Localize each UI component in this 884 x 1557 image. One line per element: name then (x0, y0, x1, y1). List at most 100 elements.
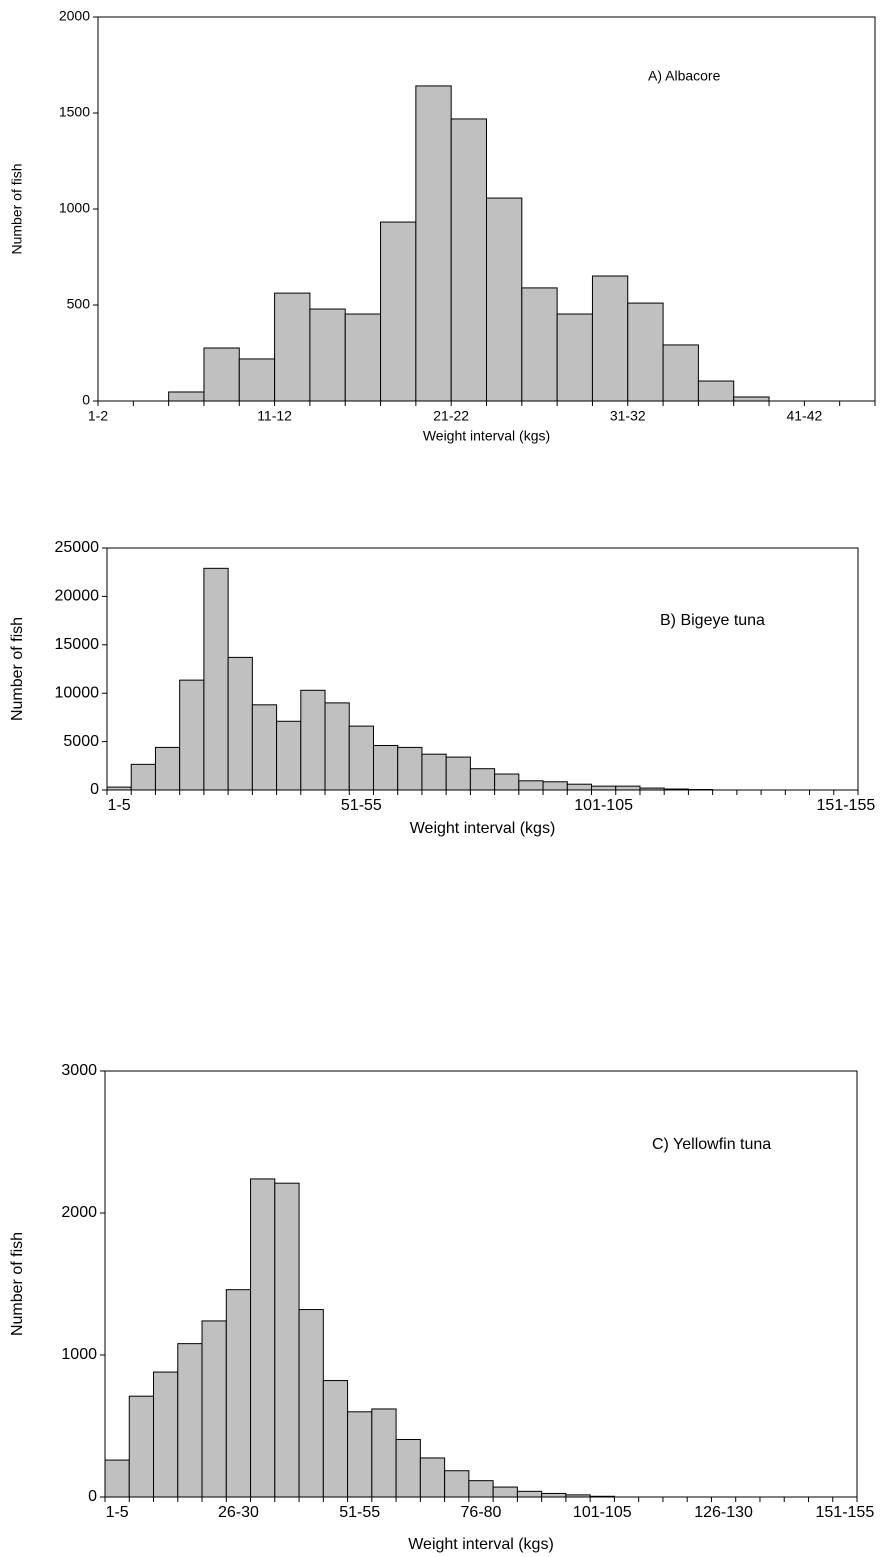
bar (662, 344, 699, 402)
bar (225, 1289, 252, 1498)
y-tick-label: 1000 (61, 1346, 97, 1363)
bar (309, 308, 346, 402)
bar (276, 720, 302, 791)
y-tick-label: 10000 (55, 684, 100, 701)
bar (415, 85, 452, 402)
y-tick-label: 2000 (59, 8, 90, 24)
bar (380, 221, 417, 402)
plot-frame (106, 547, 859, 791)
bar (298, 1309, 324, 1498)
bar (250, 1178, 276, 1498)
bar (445, 756, 471, 791)
bar (556, 313, 593, 402)
y-tick-label: 2000 (61, 1204, 97, 1221)
bar (615, 785, 641, 791)
bar (397, 746, 423, 791)
bar (300, 689, 326, 791)
bar (177, 1343, 203, 1498)
bar (492, 1486, 518, 1498)
annotation: C) Yellowfin tuna (652, 1136, 771, 1153)
bar (541, 1492, 567, 1498)
bar (627, 302, 664, 402)
bar (179, 679, 205, 791)
bar (486, 197, 523, 402)
bar (450, 118, 488, 402)
bar (324, 702, 350, 791)
bar (733, 396, 770, 402)
x-tick-label: 51-55 (341, 797, 382, 814)
bar (421, 753, 447, 791)
y-tick-label: 500 (67, 296, 91, 312)
x-tick-label: 11-12 (257, 408, 292, 424)
bar (130, 763, 156, 791)
bar (697, 380, 735, 402)
y-tick-label: 25000 (55, 539, 100, 556)
bar (348, 725, 374, 791)
bar (154, 746, 181, 791)
bar (395, 1438, 421, 1498)
bar (168, 391, 205, 402)
bar (201, 1320, 227, 1498)
x-tick-label: 151-155 (817, 797, 876, 814)
x-tick-label: 1-5 (108, 797, 131, 814)
y-tick-label: 0 (88, 1488, 97, 1505)
bar (322, 1380, 349, 1498)
bar (347, 1411, 373, 1498)
x-axis-label: Weight interval (kgs) (410, 820, 556, 837)
bar (372, 744, 399, 791)
bar (516, 1490, 543, 1498)
x-tick-label: 21-22 (433, 408, 469, 424)
y-tick-label: 1000 (59, 200, 90, 216)
x-tick-label: 1-2 (88, 408, 108, 424)
bar (494, 773, 520, 791)
bar (566, 783, 593, 791)
y-tick-label: 15000 (55, 636, 100, 653)
bar (469, 768, 496, 791)
bar (227, 656, 253, 791)
x-tick-label: 31-32 (610, 408, 646, 424)
bar (128, 1395, 155, 1498)
y-axis-label: Number of fish (9, 1232, 26, 1336)
x-tick-label: 126-130 (694, 1504, 753, 1521)
bar (591, 785, 617, 791)
bar (251, 704, 278, 791)
x-tick-label: 101-105 (574, 797, 633, 814)
bar (274, 1182, 300, 1498)
bar (591, 275, 629, 402)
bar (371, 1408, 397, 1498)
plot-frame (104, 1070, 858, 1498)
x-tick-label: 76-80 (461, 1504, 502, 1521)
y-tick-label: 3000 (61, 1062, 97, 1079)
x-tick-label: 101-105 (573, 1504, 632, 1521)
y-axis-label: Number of fish (9, 617, 26, 721)
y-tick-label: 20000 (55, 588, 100, 605)
bar (419, 1457, 446, 1498)
x-tick-label: 41-42 (786, 408, 822, 424)
y-tick-label: 0 (90, 781, 99, 798)
bar (153, 1371, 179, 1498)
x-axis-label: Weight interval (kgs) (423, 428, 550, 444)
annotation: A) Albacore (648, 68, 721, 84)
bar (542, 781, 568, 791)
x-tick-label: 151-155 (816, 1504, 875, 1521)
bar (203, 347, 240, 402)
bar (344, 313, 382, 402)
x-tick-label: 51-55 (339, 1504, 380, 1521)
y-tick-label: 5000 (63, 733, 99, 750)
x-axis-label: Weight interval (kgs) (408, 1536, 554, 1553)
annotation: B) Bigeye tuna (660, 612, 765, 629)
bar (521, 287, 558, 402)
x-tick-label: 1-5 (106, 1504, 129, 1521)
bar (518, 780, 544, 791)
bar (274, 292, 311, 402)
y-tick-label: 0 (82, 392, 90, 408)
bar (238, 358, 276, 402)
bar (468, 1480, 494, 1498)
bar (444, 1470, 470, 1498)
bar (203, 567, 229, 791)
x-tick-label: 26-30 (218, 1504, 259, 1521)
bar (104, 1459, 130, 1498)
y-tick-label: 1500 (59, 104, 90, 120)
